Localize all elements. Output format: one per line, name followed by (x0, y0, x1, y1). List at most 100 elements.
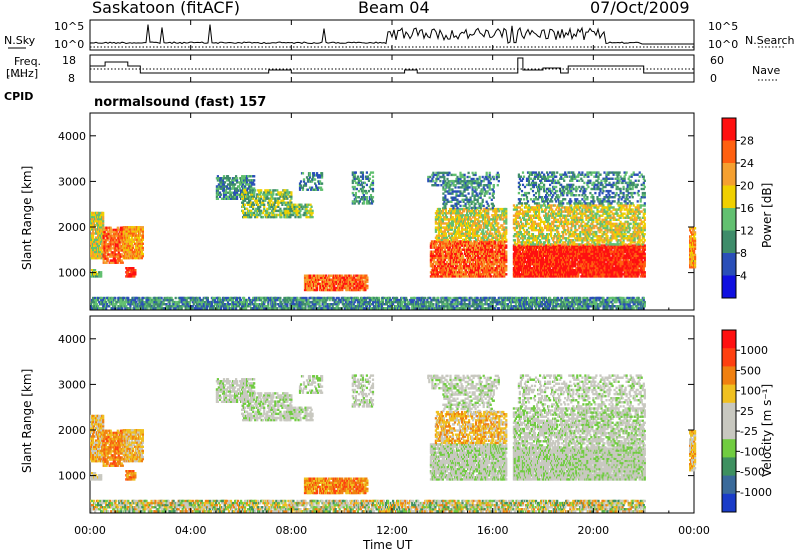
power-cell (90, 215, 93, 219)
power-cell (270, 193, 273, 196)
power-cell (229, 193, 233, 196)
power-cell (482, 275, 485, 278)
power-cell (111, 251, 114, 254)
power-cell (515, 296, 518, 300)
power-cell (111, 261, 114, 264)
power-cell (448, 273, 452, 276)
power-cell (105, 245, 108, 248)
power-cell (579, 300, 582, 304)
power-cell (247, 175, 250, 178)
power-cell (236, 305, 239, 308)
power-cell (307, 203, 310, 206)
power-cell (218, 191, 222, 194)
power-cell (286, 189, 289, 192)
power-cell (426, 298, 429, 302)
power-cell (352, 303, 355, 306)
power-cell (234, 193, 237, 196)
power-cell (141, 242, 144, 245)
power-cell (276, 298, 279, 302)
power-cell (429, 305, 432, 308)
power-cell (308, 172, 312, 175)
power-cell (502, 298, 505, 302)
power-cell (114, 296, 117, 300)
power-cell (441, 252, 444, 255)
power-cell (572, 300, 575, 304)
power-cell (476, 307, 479, 310)
power-cell (527, 300, 531, 304)
power-cell (448, 246, 452, 249)
power-cell (120, 253, 123, 256)
power-cell (305, 213, 308, 217)
power-cell (147, 298, 150, 302)
power-cell (231, 307, 235, 310)
power-cell (446, 269, 450, 272)
power-cell (246, 303, 249, 306)
power-cell (125, 240, 128, 243)
power-cell (446, 256, 450, 260)
power-cell (431, 307, 434, 310)
power-cell (531, 296, 535, 300)
power-cell (132, 267, 135, 270)
power-cell (335, 307, 338, 310)
power-cell (119, 236, 122, 240)
power-cell (556, 300, 559, 304)
power-cell (489, 300, 492, 304)
power-cell (442, 260, 445, 264)
power-cell (559, 305, 562, 308)
power-cell (432, 303, 435, 306)
power-cell (441, 264, 444, 268)
power-cell (133, 303, 136, 306)
power-cell (418, 298, 421, 302)
power-cell (426, 307, 429, 310)
power-cell (321, 274, 324, 277)
power-cell (563, 303, 566, 306)
power-cell (137, 248, 140, 252)
power-cell (439, 300, 442, 304)
power-cell (466, 242, 469, 245)
power-cell (123, 242, 126, 245)
freq-unit-label: [MHz] (6, 67, 38, 80)
power-cell (236, 197, 239, 200)
power-cell (549, 303, 552, 306)
power-cell (620, 298, 623, 302)
power-cell (354, 171, 357, 174)
power-cell (138, 300, 141, 304)
power-cell (310, 213, 313, 217)
power-cell (105, 307, 108, 310)
power-cell (339, 282, 342, 286)
power-cell (101, 242, 104, 245)
power-cell (225, 187, 229, 190)
power-cell (366, 175, 369, 178)
power-cell (247, 179, 250, 182)
power-cell (362, 194, 365, 197)
power-cell (113, 251, 116, 254)
power-cell (587, 305, 590, 308)
power-cell (366, 276, 369, 279)
power-cell (243, 303, 246, 306)
freq-tick-low: 8 (68, 72, 75, 85)
power-cell (274, 201, 277, 204)
power-cell (119, 228, 122, 232)
power-cell (230, 187, 234, 190)
power-cell (109, 226, 112, 229)
power-cell (120, 247, 123, 250)
power-cell (444, 242, 447, 245)
power-cell (160, 307, 163, 310)
power-cell (356, 183, 359, 187)
power-cell (366, 278, 369, 281)
power-cell (356, 175, 359, 178)
power-cell (368, 300, 371, 304)
power-cell (132, 238, 135, 241)
power-cell (642, 298, 645, 302)
power-cell (308, 274, 312, 277)
power-cell (132, 271, 135, 274)
power-cell (457, 260, 461, 264)
power-cell (406, 298, 409, 302)
power-cell (221, 189, 225, 192)
power-cell (371, 183, 375, 187)
power-cell (405, 296, 408, 300)
power-cell (539, 298, 542, 302)
power-cell (257, 205, 260, 208)
power-cell (282, 195, 285, 198)
power-cell (629, 305, 632, 308)
